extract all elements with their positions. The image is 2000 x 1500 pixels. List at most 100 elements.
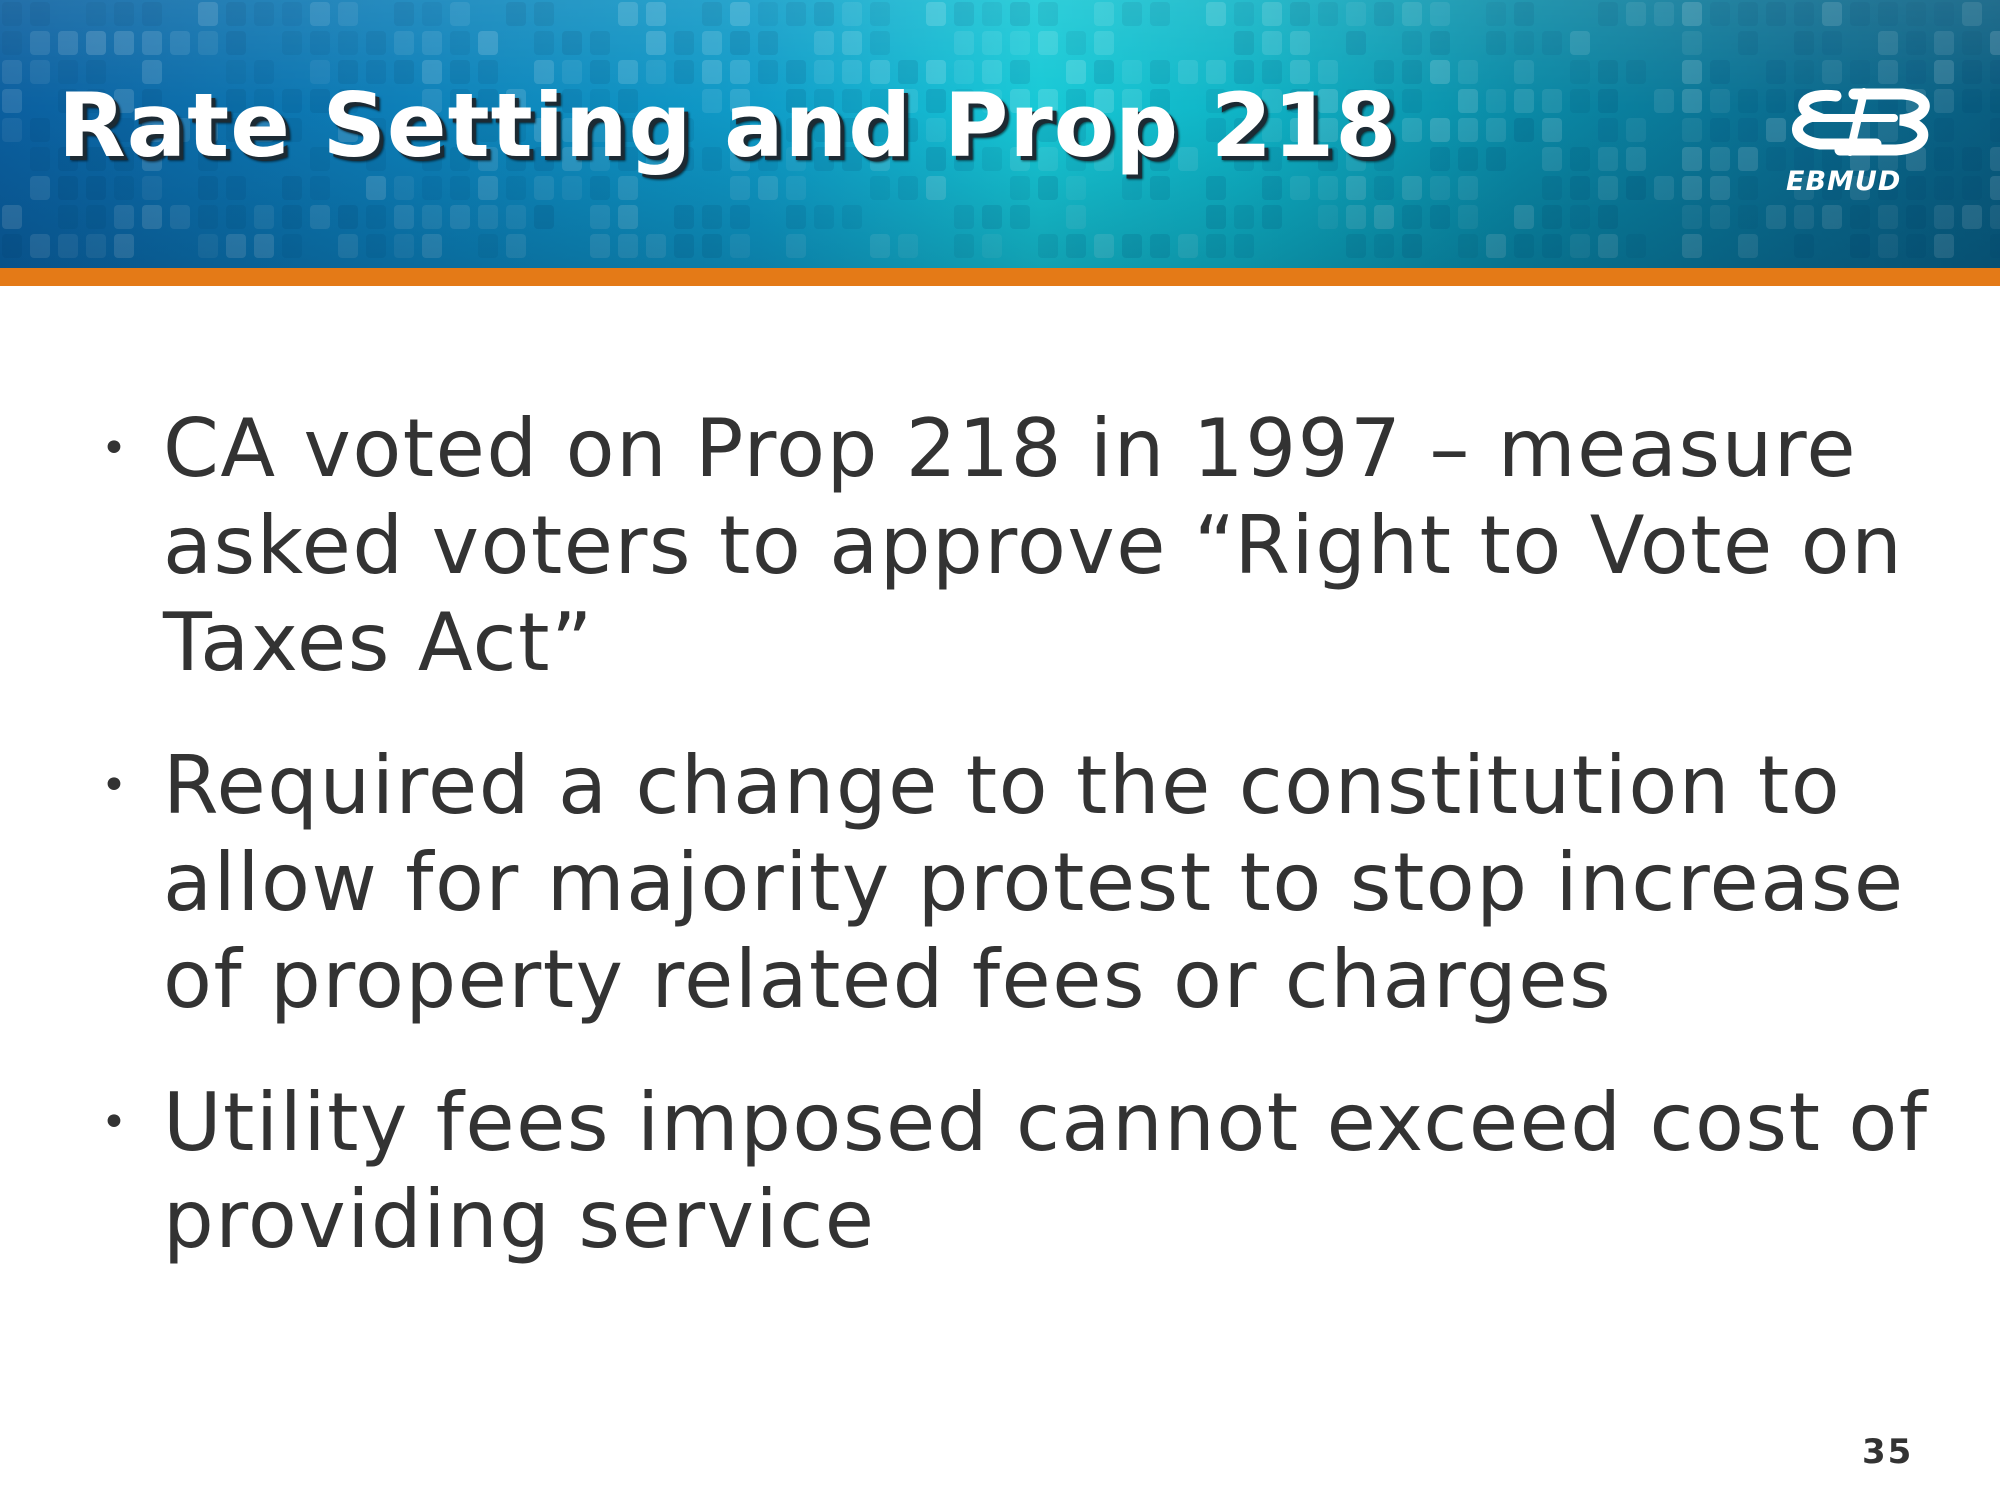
header-tile [1878,60,1898,84]
header-tile [1010,147,1030,171]
header-tile [1206,2,1226,26]
header-tile [1262,2,1282,26]
header-tile [1346,2,1366,26]
header-tile [1934,2,1954,26]
header-tile [1290,176,1310,200]
header-tile [1542,118,1562,142]
header-tile [198,147,218,171]
header-tile [1486,2,1506,26]
header-tile [646,2,666,26]
header-tile [1066,147,1086,171]
header-tile [226,118,246,142]
header-tile [1878,2,1898,26]
header-tile [1906,60,1926,84]
header-tile [1094,147,1114,171]
header-tile [1094,234,1114,258]
header-tile [1094,2,1114,26]
header-tile [114,205,134,229]
header-tile [562,60,582,84]
header-tile [1066,118,1086,142]
header-tile [30,31,50,55]
header-tile [1094,31,1114,55]
header-tile [1066,60,1086,84]
header-tile [1206,89,1226,113]
header-tile [1598,2,1618,26]
header-tile [1514,2,1534,26]
header-tile [86,205,106,229]
header-tile [338,234,358,258]
header-tile [1570,234,1590,258]
header-tile [30,176,50,200]
header-tile [338,89,358,113]
header-tile [870,118,890,142]
header-tile [1010,2,1030,26]
header-tile [366,118,386,142]
header-tile [786,89,806,113]
header-tile [30,118,50,142]
header-tile [1318,147,1338,171]
header-tile [1682,31,1702,55]
header-tile [590,205,610,229]
header-tile [1710,89,1730,113]
header-tile [1906,176,1926,200]
header-tile [366,205,386,229]
header-tile [1962,176,1982,200]
header-tile [1290,2,1310,26]
header-tile [2,205,22,229]
header-tile [366,147,386,171]
header-tile [1318,60,1338,84]
header-tile [730,234,750,258]
header-tile [1990,31,2000,55]
header-tile [1486,118,1506,142]
header-tile [338,31,358,55]
header-tile [422,31,442,55]
header-tile [394,234,414,258]
header-tile [618,147,638,171]
header-tile [1290,118,1310,142]
header-tile [86,89,106,113]
header-tile [1962,147,1982,171]
header-tile [1066,176,1086,200]
header-tile [786,60,806,84]
header-tile [1794,60,1814,84]
header-tile [254,60,274,84]
header-tile [506,118,526,142]
header-tile [1066,89,1086,113]
header-tile [1710,147,1730,171]
header-tile [338,60,358,84]
header-tile [1514,31,1534,55]
header-tile [1122,2,1142,26]
header-tile [730,118,750,142]
header-tile [618,89,638,113]
header-tile [1738,31,1758,55]
header-tile [1626,2,1646,26]
header-tile [1542,205,1562,229]
header-tile [1990,176,2000,200]
header-tile [1458,118,1478,142]
header-tile [1906,2,1926,26]
header-tile [1234,147,1254,171]
header-tile [674,118,694,142]
header-tile [898,176,918,200]
header-tile [366,31,386,55]
header-tile [870,89,890,113]
header-tile [1514,60,1534,84]
header-tile [58,147,78,171]
header-tile [506,234,526,258]
header-tile [282,118,302,142]
header-tile [674,205,694,229]
header-shade [0,0,2000,268]
header-tile [1710,118,1730,142]
header-tile [870,60,890,84]
header-tile [310,31,330,55]
header-tile [730,89,750,113]
header-tile [1710,2,1730,26]
header-tile [674,147,694,171]
header-tile [114,89,134,113]
header-tile [842,60,862,84]
header-tile [1458,176,1478,200]
header-tile [1738,2,1758,26]
header-tile [1206,176,1226,200]
header-tile [86,60,106,84]
header-tile [1822,31,1842,55]
